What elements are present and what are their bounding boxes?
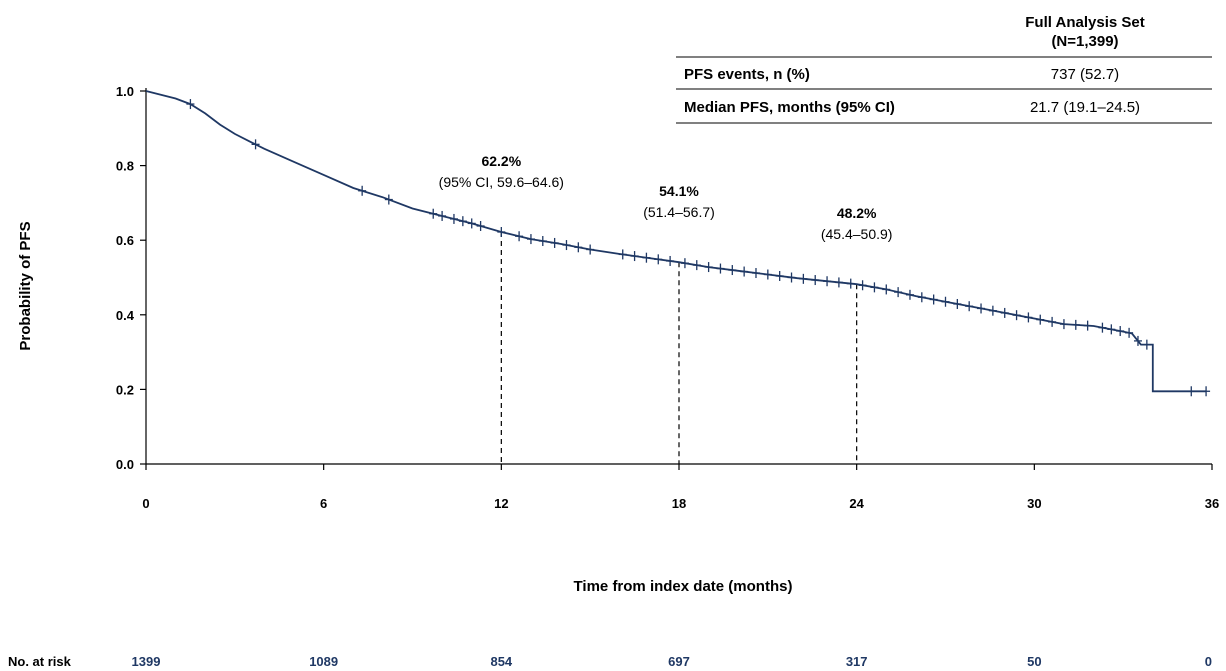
y-tick-label: 0.4 bbox=[116, 308, 135, 323]
annotation-value: 54.1% bbox=[659, 183, 699, 199]
at-risk-value: 317 bbox=[846, 654, 868, 669]
x-axis-label: Time from index date (months) bbox=[574, 578, 793, 595]
y-axis-label: Probability of PFS bbox=[17, 221, 34, 350]
y-tick-label: 0.6 bbox=[116, 233, 134, 248]
x-ticks: 0 6 12 18 24 30 36 bbox=[142, 464, 1219, 511]
x-tick-label: 18 bbox=[672, 496, 686, 511]
annotation-ci: (95% CI, 59.6–64.6) bbox=[439, 174, 564, 190]
x-tick-label: 0 bbox=[142, 496, 149, 511]
at-risk-label: No. at risk bbox=[8, 654, 72, 669]
at-risk-value: 854 bbox=[490, 654, 512, 669]
x-tick-label: 36 bbox=[1205, 496, 1219, 511]
axes: 0.0 0.2 0.4 0.6 0.8 1.0 0 6 12 18 24 30 36 bbox=[116, 84, 1219, 511]
at-risk-value: 1089 bbox=[309, 654, 338, 669]
y-tick-label: 0.2 bbox=[116, 382, 134, 397]
summary-table: Full Analysis Set (N=1,399) PFS events, … bbox=[676, 14, 1212, 124]
x-tick-label: 24 bbox=[849, 496, 864, 511]
censor-marks bbox=[186, 99, 1211, 397]
y-tick-label: 0.8 bbox=[116, 159, 134, 174]
drop-lines bbox=[500, 231, 858, 464]
at-risk-value: 0 bbox=[1205, 654, 1212, 669]
km-curve-line bbox=[145, 90, 1207, 393]
table-header-line2: (N=1,399) bbox=[1051, 33, 1118, 50]
at-risk-value: 1399 bbox=[132, 654, 161, 669]
table-row-value: 21.7 (19.1–24.5) bbox=[1030, 99, 1140, 116]
table-row-label: Median PFS, months (95% CI) bbox=[684, 99, 895, 116]
y-tick-label: 0.0 bbox=[116, 457, 134, 472]
landmark-annotations: 62.2% (95% CI, 59.6–64.6) 54.1% (51.4–56.7)… bbox=[439, 153, 893, 242]
table-header-line1: Full Analysis Set bbox=[1025, 14, 1144, 31]
annotation-ci: (51.4–56.7) bbox=[643, 204, 715, 220]
annotation-value: 62.2% bbox=[481, 153, 521, 169]
table-row-value: 737 (52.7) bbox=[1051, 66, 1119, 83]
x-tick-label: 30 bbox=[1027, 496, 1041, 511]
at-risk-values: 1399 1089 854 697 317 50 0 bbox=[132, 654, 1212, 669]
y-ticks: 0.0 0.2 0.4 0.6 0.8 1.0 bbox=[116, 84, 146, 472]
at-risk-value: 50 bbox=[1027, 654, 1041, 669]
table-row-label: PFS events, n (%) bbox=[684, 66, 810, 83]
x-tick-label: 12 bbox=[494, 496, 508, 511]
x-tick-label: 6 bbox=[320, 496, 327, 511]
annotation-ci: (45.4–50.9) bbox=[821, 226, 893, 242]
at-risk-value: 697 bbox=[668, 654, 690, 669]
annotation-value: 48.2% bbox=[837, 205, 877, 221]
y-tick-label: 1.0 bbox=[116, 84, 134, 99]
